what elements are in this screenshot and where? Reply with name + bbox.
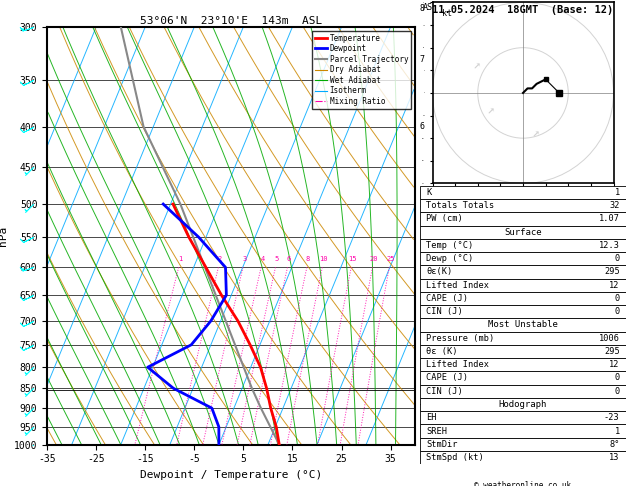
Text: Totals Totals: Totals Totals [426, 201, 494, 210]
Text: 4: 4 [260, 256, 264, 261]
FancyBboxPatch shape [420, 278, 626, 292]
Text: 2: 2 [218, 256, 222, 261]
Text: © weatheronline.co.uk: © weatheronline.co.uk [474, 481, 572, 486]
FancyBboxPatch shape [420, 331, 626, 345]
Text: Dewp (°C): Dewp (°C) [426, 254, 474, 263]
Text: CIN (J): CIN (J) [426, 387, 463, 396]
Text: CIN (J): CIN (J) [426, 307, 463, 316]
Text: 2: 2 [420, 363, 425, 372]
Legend: Temperature, Dewpoint, Parcel Trajectory, Dry Adiabat, Wet Adiabat, Isotherm, Mi: Temperature, Dewpoint, Parcel Trajectory… [312, 31, 411, 109]
Text: 0: 0 [615, 387, 620, 396]
Text: Temp (°C): Temp (°C) [426, 241, 474, 250]
Text: 3: 3 [420, 316, 425, 325]
Text: 0: 0 [615, 254, 620, 263]
Y-axis label: hPa: hPa [0, 226, 8, 246]
Text: Hodograph: Hodograph [499, 400, 547, 409]
Text: -23: -23 [604, 413, 620, 422]
Text: 5: 5 [420, 200, 425, 208]
FancyBboxPatch shape [420, 239, 626, 252]
Text: StmDir: StmDir [426, 440, 458, 449]
Text: km
ASL: km ASL [423, 0, 438, 13]
Text: Lifted Index: Lifted Index [426, 281, 489, 290]
FancyBboxPatch shape [420, 411, 626, 424]
FancyBboxPatch shape [420, 292, 626, 305]
Text: Most Unstable: Most Unstable [488, 320, 558, 330]
FancyBboxPatch shape [420, 318, 626, 331]
FancyBboxPatch shape [420, 437, 626, 451]
Text: 295: 295 [604, 347, 620, 356]
Text: 6: 6 [420, 122, 425, 131]
Text: 1: 1 [420, 403, 425, 413]
FancyBboxPatch shape [420, 451, 626, 464]
Text: θε(K): θε(K) [426, 267, 453, 277]
Text: Pressure (mb): Pressure (mb) [426, 334, 494, 343]
Text: PW (cm): PW (cm) [426, 214, 463, 224]
Text: 0: 0 [615, 294, 620, 303]
Text: 295: 295 [604, 267, 620, 277]
Text: 6: 6 [287, 256, 291, 261]
FancyBboxPatch shape [420, 384, 626, 398]
Text: 8: 8 [420, 4, 425, 14]
FancyBboxPatch shape [420, 358, 626, 371]
Text: 12: 12 [609, 281, 620, 290]
Text: 8°: 8° [609, 440, 620, 449]
Text: 0: 0 [615, 307, 620, 316]
Text: CAPE (J): CAPE (J) [426, 294, 469, 303]
Text: 12.3: 12.3 [599, 241, 620, 250]
FancyBboxPatch shape [420, 265, 626, 278]
FancyBboxPatch shape [420, 186, 626, 199]
FancyBboxPatch shape [420, 305, 626, 318]
Text: 5: 5 [275, 256, 279, 261]
Text: 25: 25 [386, 256, 394, 261]
Text: Surface: Surface [504, 228, 542, 237]
Text: StmSpd (kt): StmSpd (kt) [426, 453, 484, 462]
Text: →: → [470, 58, 485, 73]
X-axis label: Dewpoint / Temperature (°C): Dewpoint / Temperature (°C) [140, 470, 322, 480]
Text: θε (K): θε (K) [426, 347, 458, 356]
Text: 7: 7 [420, 55, 425, 64]
Text: Lifted Index: Lifted Index [426, 360, 489, 369]
Text: 1: 1 [178, 256, 182, 261]
Text: 11.05.2024  18GMT  (Base: 12): 11.05.2024 18GMT (Base: 12) [432, 5, 614, 15]
Text: CAPE (J): CAPE (J) [426, 374, 469, 382]
FancyBboxPatch shape [420, 252, 626, 265]
Text: 15: 15 [348, 256, 357, 261]
FancyBboxPatch shape [420, 371, 626, 384]
Text: 1.07: 1.07 [599, 214, 620, 224]
Text: 3: 3 [242, 256, 247, 261]
Text: 12: 12 [609, 360, 620, 369]
Text: 1006: 1006 [599, 334, 620, 343]
Text: 1: 1 [615, 188, 620, 197]
Text: SREH: SREH [426, 427, 447, 435]
Text: 1: 1 [615, 427, 620, 435]
FancyBboxPatch shape [420, 226, 626, 239]
Text: 4: 4 [420, 263, 425, 272]
Text: K: K [426, 188, 431, 197]
FancyBboxPatch shape [420, 424, 626, 437]
Text: 0: 0 [615, 374, 620, 382]
Text: LCL: LCL [420, 386, 434, 395]
FancyBboxPatch shape [420, 212, 626, 226]
FancyBboxPatch shape [420, 398, 626, 411]
Text: 10: 10 [320, 256, 328, 261]
Text: 32: 32 [609, 201, 620, 210]
Text: →: → [530, 126, 544, 141]
Title: 53°06'N  23°10'E  143m  ASL: 53°06'N 23°10'E 143m ASL [140, 16, 322, 26]
Text: →: → [484, 104, 499, 118]
FancyBboxPatch shape [420, 345, 626, 358]
Text: Mixing Ratio (g/kg): Mixing Ratio (g/kg) [445, 188, 454, 283]
FancyBboxPatch shape [420, 199, 626, 212]
Text: 13: 13 [609, 453, 620, 462]
Text: 8: 8 [306, 256, 310, 261]
Text: EH: EH [426, 413, 437, 422]
Text: 20: 20 [369, 256, 378, 261]
Text: kt: kt [442, 9, 452, 18]
